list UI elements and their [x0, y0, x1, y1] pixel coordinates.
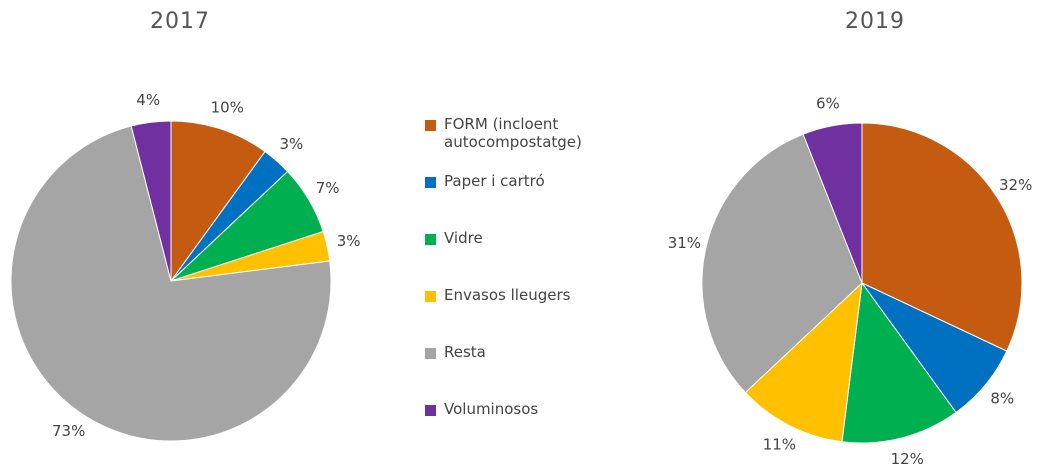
pie-slice [170, 120, 266, 283]
legend: FORM (incloent autocompostatge) Paper i c… [425, 115, 625, 457]
data-label: 8% [990, 390, 1014, 408]
pie-slice [861, 122, 1023, 352]
legend-label: Envasos lleugers [444, 286, 571, 304]
data-label: 73% [52, 422, 85, 440]
pie-slice [701, 133, 863, 394]
legend-label: Vidre [444, 229, 483, 247]
legend-item: Vidre [425, 229, 625, 286]
legend-swatch [425, 120, 436, 131]
legend-swatch [425, 177, 436, 188]
legend-item: Resta [425, 343, 625, 400]
data-label: 7% [316, 179, 340, 197]
legend-swatch [425, 405, 436, 416]
pie-slice [802, 122, 863, 284]
data-label: 31% [668, 234, 701, 252]
legend-item: Envasos lleugers [425, 286, 625, 343]
legend-label: FORM (incloent autocompostatge) [444, 115, 582, 151]
chart-title: 2017 [150, 9, 210, 34]
legend-swatch [425, 291, 436, 302]
pie-slice [130, 120, 172, 282]
data-label: 11% [763, 436, 796, 454]
chart-title: 2019 [845, 9, 905, 34]
pie-slice [841, 281, 957, 444]
pie-slice [10, 125, 332, 442]
legend-item: Paper i cartró [425, 172, 625, 229]
data-label: 10% [211, 98, 244, 116]
legend-label: Voluminosos [444, 400, 539, 418]
legend-label: Resta [444, 343, 486, 361]
legend-item: Voluminosos [425, 400, 625, 457]
legend-swatch [425, 234, 436, 245]
pie-slice [744, 281, 863, 443]
data-label: 12% [891, 450, 924, 468]
data-label: 32% [999, 176, 1032, 194]
data-label: 4% [136, 91, 160, 109]
data-label: 3% [279, 135, 303, 153]
legend-swatch [425, 348, 436, 359]
legend-item: FORM (incloent autocompostatge) [425, 115, 625, 172]
data-label: 6% [816, 95, 840, 113]
data-label: 3% [337, 232, 361, 250]
legend-label: Paper i cartró [444, 172, 545, 190]
